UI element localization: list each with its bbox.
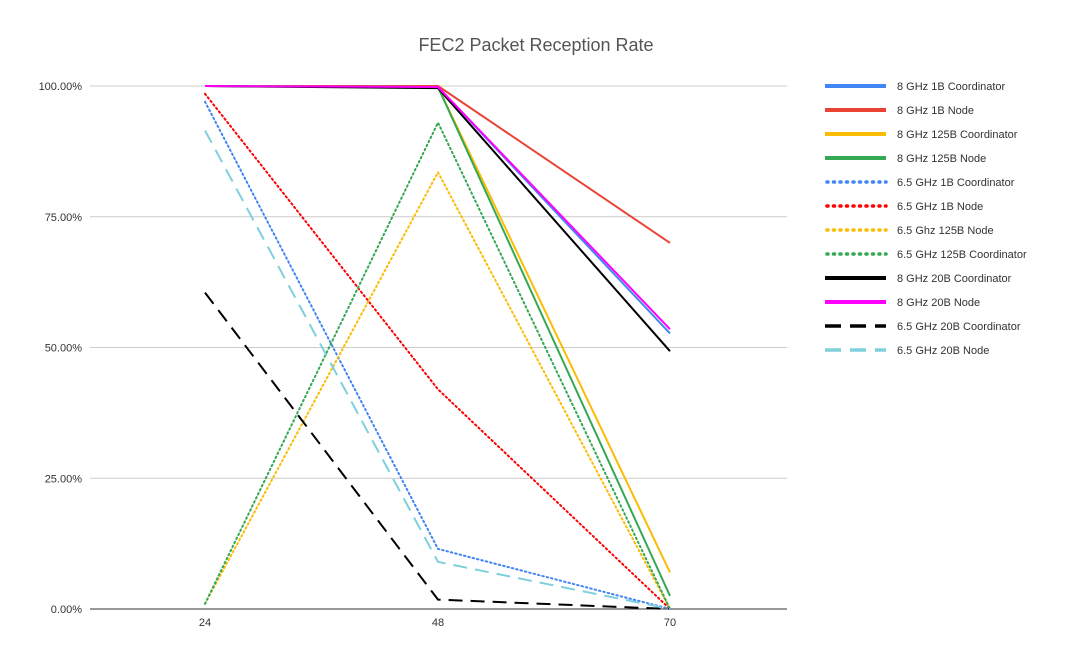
y-tick-label: 0.00%: [51, 604, 82, 616]
series-line-4: [204, 85, 671, 597]
legend: 8 GHz 1B Coordinator 8 GHz 1B Node 8 GHz 1…: [825, 81, 1027, 357]
legend-label: 6.5 GHz 125B Coordinator: [897, 249, 1027, 261]
series-line-3: [204, 85, 671, 573]
legend-label: 6.5 GHz 20B Coordinator: [897, 321, 1021, 333]
series-line-11: [204, 291, 671, 610]
series-line-12: [204, 130, 671, 610]
y-tick-label: 50.00%: [45, 343, 83, 355]
series-line-6: [204, 92, 671, 610]
legend-label: 6.5 Ghz 125B Node: [897, 225, 994, 237]
chart-title: FEC2 Packet Reception Rate: [418, 35, 653, 55]
gridlines: [90, 85, 787, 479]
series-lines: [204, 85, 671, 610]
y-tick-label: 75.00%: [45, 212, 83, 224]
series-line-2: [205, 85, 671, 244]
y-tick-label: 100.00%: [39, 81, 83, 93]
legend-label: 8 GHz 125B Node: [897, 153, 986, 165]
legend-label: 8 GHz 1B Coordinator: [897, 81, 1006, 93]
y-axis-ticks: 0.00% 25.00% 50.00% 75.00% 100.00%: [39, 81, 83, 616]
legend-label: 8 GHz 20B Coordinator: [897, 273, 1012, 285]
x-tick-label: 24: [199, 617, 211, 629]
x-tick-label: 70: [664, 617, 676, 629]
legend-label: 8 GHz 1B Node: [897, 105, 974, 117]
legend-label: 6.5 GHz 1B Coordinator: [897, 177, 1015, 189]
series-line-5: [204, 100, 671, 610]
series-line-10: [204, 85, 671, 330]
x-tick-label: 48: [432, 617, 444, 629]
legend-label: 8 GHz 125B Coordinator: [897, 129, 1018, 141]
x-axis-ticks: 24 48 70: [199, 617, 676, 629]
series-line-8: [204, 121, 671, 610]
legend-label: 6.5 GHz 1B Node: [897, 201, 983, 213]
series-line-7: [204, 171, 671, 610]
y-tick-label: 25.00%: [45, 473, 83, 485]
legend-label: 6.5 GHz 20B Node: [897, 345, 989, 357]
legend-label: 8 GHz 20B Node: [897, 297, 980, 309]
